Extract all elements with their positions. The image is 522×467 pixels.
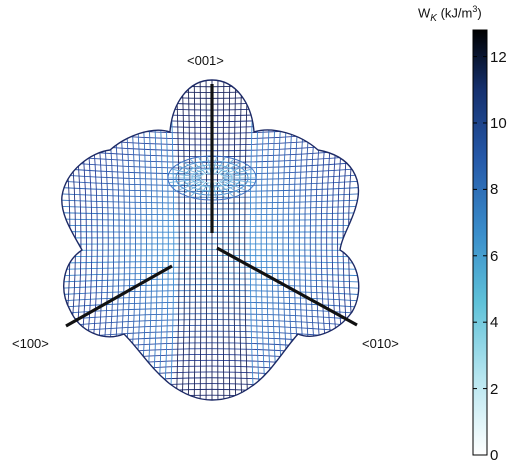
funnel-spoke [176,164,203,176]
funnel-spoke [168,178,201,183]
funnel-spoke [168,173,201,178]
colorbar-symbol: W [418,5,431,21]
colorbar-unit-close: ) [477,5,482,21]
mesh-line [193,80,197,400]
funnel-spoke [222,168,253,177]
colorbar-tick-label: 10 [490,114,507,132]
colorbar-gradient [472,29,488,456]
axis-010-line [216,246,358,327]
funnel-spoke [221,164,248,176]
mesh-line [175,80,180,400]
mesh-line [61,272,359,277]
funnel-spoke [221,180,248,192]
colorbar-subscript: K [430,12,437,24]
funnel-spoke [212,156,217,174]
axis-100-line [65,264,173,328]
funnel-spoke [198,182,209,200]
axis-label-010: <010> [362,336,399,351]
funnel-spoke [182,181,205,195]
funnel-spoke [217,182,235,198]
mesh-line [187,80,191,400]
energy-surface [61,79,360,401]
mesh-line [181,80,186,400]
funnel-spoke [217,158,235,174]
funnel-spoke [171,168,202,177]
funnel-spoke [189,158,207,174]
axis-label-001: <001> [187,53,224,68]
funnel-spoke [223,173,256,178]
colorbar-title: WK (kJ/m3) [418,4,482,24]
funnel-spoke [222,179,253,188]
mesh-line [61,324,359,334]
funnel-spoke [223,178,256,183]
mesh-line [61,289,359,296]
funnel-spoke [171,179,202,188]
mesh-line [233,80,237,400]
mesh-line [227,80,231,400]
axis-label-100: <100> [12,336,49,351]
colorbar-tick-label: 4 [490,314,499,332]
funnel-spoke [207,156,212,174]
colorbar-tick-label: 12 [490,48,507,66]
mesh-line [61,394,359,400]
top-funnel [167,155,257,201]
colorbar-tick-label: 8 [490,181,499,199]
mesh-line [217,80,219,400]
mesh-line [61,80,76,400]
mesh-line [205,80,207,400]
crystal-axes [65,84,358,328]
mesh-line [342,80,357,400]
funnel-spoke [219,181,242,195]
funnel-spoke [198,156,209,174]
colorbar-unit-open: (kJ/m [440,5,473,21]
mesh-line [222,80,225,400]
funnel-spoke [207,182,212,200]
mesh-line [61,284,359,290]
colorbar [472,29,488,456]
funnel-spoke [176,180,203,192]
funnel-spoke [189,182,207,198]
funnel-spoke [182,161,205,175]
funnel-spoke [215,182,226,200]
colorbar-unit-power: 3 [472,4,478,14]
mesh-line [238,80,243,400]
mesh-line [61,295,359,302]
colorbar-tick-label: 6 [490,247,499,265]
mesh-line [244,80,249,400]
funnel-spoke [212,182,217,200]
funnel-spoke [215,156,226,174]
mesh-line [61,278,359,283]
mesh-line [61,301,359,309]
mesh-line [199,80,202,400]
mesh-line [61,80,71,400]
mesh-line [348,80,359,400]
funnel-spoke [219,161,242,175]
colorbar-tick-label: 0 [490,447,499,464]
colorbar-tick-label: 2 [490,380,499,398]
